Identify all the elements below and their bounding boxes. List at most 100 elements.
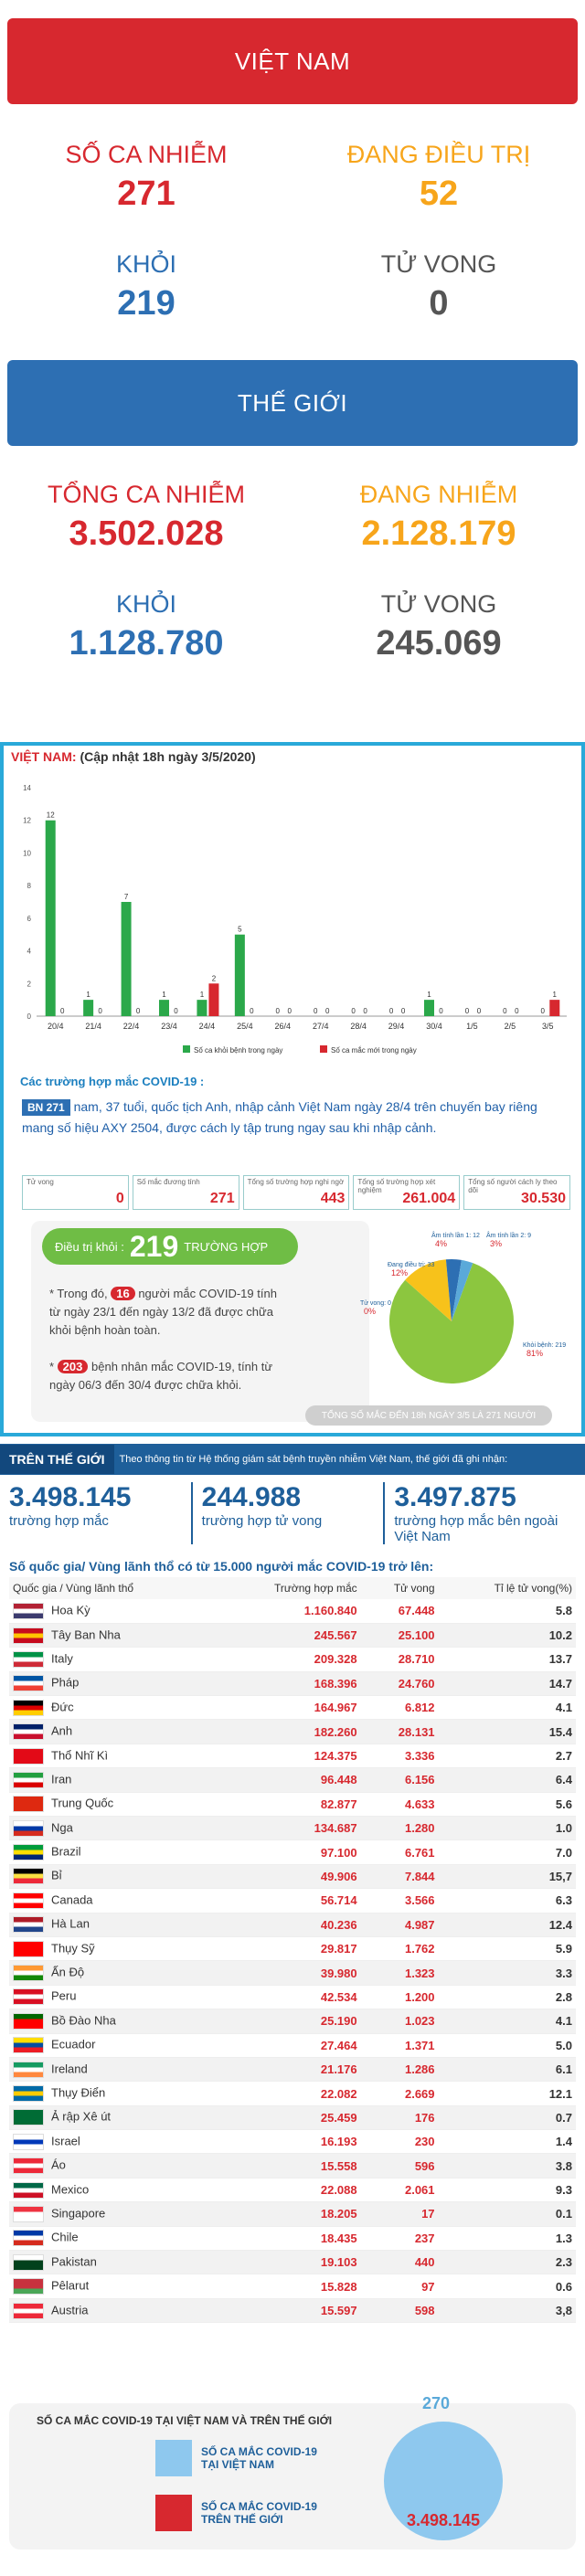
mini-stat-label: Số mắc đương tính bbox=[136, 1178, 200, 1186]
vn-deaths-value: 0 bbox=[429, 284, 449, 323]
world-legend-label: SỐ CA MẮC COVID-19 TRÊN THẾ GIỚI bbox=[201, 2500, 317, 2526]
flag-icon bbox=[13, 2037, 44, 2054]
rate-cell: 1.3 bbox=[438, 2226, 576, 2252]
flag-icon bbox=[13, 2133, 44, 2150]
rate-cell: 3,8 bbox=[438, 2298, 576, 2324]
vietnam-banner: VIỆT NAM bbox=[7, 18, 578, 104]
world-compare-value: 3.498.145 bbox=[406, 2511, 481, 2529]
rate-cell: 6.4 bbox=[438, 1767, 576, 1793]
flag-icon bbox=[13, 2061, 44, 2078]
rate-cell: 4.1 bbox=[438, 1695, 576, 1721]
country-cell: Anh bbox=[9, 1719, 216, 1744]
deaths-cell: 3.336 bbox=[360, 1744, 439, 1769]
bar-value-label: 0 bbox=[276, 1007, 281, 1015]
table-row: Trung Quốc 82.877 4.633 5.6 bbox=[9, 1792, 576, 1818]
table-row: Mexico 22.088 2.061 9.3 bbox=[9, 2178, 576, 2203]
deaths-cell: 97 bbox=[360, 2274, 439, 2299]
flag-icon bbox=[13, 1723, 44, 1741]
vn-treating-label: ĐANG ĐIỀU TRỊ bbox=[346, 141, 531, 168]
cases-cell: 49.906 bbox=[215, 1864, 361, 1890]
table-title: Số quốc gia/ Vùng lãnh thổ có từ 15.000 … bbox=[9, 1559, 434, 1574]
vn-legend-label: SỐ CA MẮC COVID-19 TẠI VIỆT NAM bbox=[201, 2445, 317, 2471]
cases-cell: 82.877 bbox=[215, 1792, 361, 1818]
big-number-caption: trường hợp mắc bên ngoài Việt Nam bbox=[394, 1513, 558, 1544]
flag-icon bbox=[13, 1602, 44, 1619]
recovery-pill-value: 219 bbox=[129, 1229, 179, 1263]
flag-icon bbox=[13, 1627, 44, 1644]
bar-value-label: 12 bbox=[47, 811, 55, 820]
rate-cell: 3.8 bbox=[438, 2153, 576, 2178]
country-cell: Pakistan bbox=[9, 2250, 216, 2275]
rate-cell: 5.6 bbox=[438, 1792, 576, 1818]
legend-label-recovered: Số ca khỏi bệnh trong ngày bbox=[194, 1046, 282, 1055]
flag-icon bbox=[13, 1988, 44, 2006]
mini-stat: Tổng số trường hợp xét nghiệm 261.004 bbox=[353, 1175, 461, 1210]
bar-value-label: 0 bbox=[541, 1007, 546, 1015]
vn-recovered-stat: KHỎI 219 bbox=[0, 250, 292, 323]
cases-cell: 16.193 bbox=[215, 2129, 361, 2155]
rate-cell: 5.8 bbox=[438, 1599, 576, 1624]
cases-cell: 25.190 bbox=[215, 2009, 361, 2034]
country-cell: Nga bbox=[9, 1816, 216, 1841]
bn-tag: BN 271 bbox=[22, 1099, 70, 1116]
pie-pct: 3% bbox=[490, 1239, 502, 1248]
x-tick-label: 28/4 bbox=[350, 1022, 367, 1031]
recovered-bar bbox=[121, 902, 132, 1016]
country-cell: Brazil bbox=[9, 1839, 216, 1865]
rate-cell: 6.3 bbox=[438, 1888, 576, 1913]
country-cell: Tây Ban Nha bbox=[9, 1623, 216, 1648]
mini-stat: Tử vong 0 bbox=[22, 1175, 129, 1210]
bar-value-label: 0 bbox=[60, 1007, 65, 1015]
table-row: Ả rập Xê út 25.459 176 0.7 bbox=[9, 2105, 576, 2131]
country-name: Canada bbox=[51, 1892, 93, 1907]
daily-bar-chart: 0246810121412020/41021/47022/41023/41224… bbox=[23, 784, 567, 1055]
table-row: Ấn Độ 39.980 1.323 3.3 bbox=[9, 1960, 576, 1986]
table-row: Nga 134.687 1.280 1.0 bbox=[9, 1816, 576, 1841]
recovered-bar bbox=[83, 1000, 94, 1016]
pie-pct: 0% bbox=[364, 1307, 376, 1316]
rate-cell: 12.1 bbox=[438, 2081, 576, 2106]
country-cell: Thụy Điển bbox=[9, 2081, 216, 2106]
country-name: Pháp bbox=[51, 1675, 80, 1690]
vn-infected-label: SỐ CA NHIỄM bbox=[65, 141, 228, 168]
country-cell: Hoa Kỳ bbox=[9, 1599, 216, 1624]
bar-value-label: 0 bbox=[250, 1007, 254, 1015]
bar-value-label: 5 bbox=[238, 926, 242, 934]
header-cases: Trường hợp mắc bbox=[215, 1577, 361, 1599]
table-header-row: Quốc gia / Vùng lãnh thổ Trường hợp mắc … bbox=[9, 1577, 576, 1599]
comparison-title: SỐ CA MẮC COVID-19 TẠI VIỆT NAM VÀ TRÊN … bbox=[37, 2414, 333, 2427]
big-number-value: 3.497.875 bbox=[394, 1482, 516, 1512]
mini-stat-label: Tổng số người cách ly theo dõi bbox=[468, 1178, 558, 1194]
deaths-cell: 1.323 bbox=[360, 1960, 439, 1986]
table-row: Thụy Sỹ 29.817 1.762 5.9 bbox=[9, 1936, 576, 1962]
y-tick-label: 10 bbox=[23, 849, 31, 857]
total-strip: TỔNG SỐ MẮC ĐẾN 18h NGÀY 3/5 LÀ 271 NGƯỜ… bbox=[305, 1405, 552, 1426]
cases-cell: 182.260 bbox=[215, 1719, 361, 1744]
deaths-cell: 176 bbox=[360, 2105, 439, 2131]
x-tick-label: 24/4 bbox=[199, 1022, 216, 1031]
bar-value-label: 0 bbox=[477, 1007, 482, 1015]
mini-stat-value: 30.530 bbox=[521, 1191, 566, 1206]
bar-value-label: 0 bbox=[465, 1007, 470, 1015]
cases-cell: 18.435 bbox=[215, 2226, 361, 2252]
rate-cell: 5.9 bbox=[438, 1936, 576, 1962]
world-infected-label: TỔNG CA NHIỄM bbox=[47, 481, 245, 508]
deaths-cell: 6.156 bbox=[360, 1767, 439, 1793]
recovered-bar bbox=[159, 1000, 169, 1016]
country-cell: Italy bbox=[9, 1647, 216, 1672]
deaths-cell: 6.812 bbox=[360, 1695, 439, 1721]
pie-label: Âm tính lần 1: 12 bbox=[431, 1231, 480, 1239]
rate-cell: 6.1 bbox=[438, 2057, 576, 2083]
rate-cell: 2.8 bbox=[438, 1985, 576, 2010]
recovery-text-1: * Trong đó, 16 người mắc COVID-19 tính t… bbox=[49, 1285, 287, 1340]
vn-infographic: VIỆT NAM: (Cập nhật 18h ngày 3/5/2020) 0… bbox=[0, 742, 585, 1436]
table-row: Thụy Điển 22.082 2.669 12.1 bbox=[9, 2081, 576, 2106]
bar-value-label: 0 bbox=[98, 1007, 102, 1015]
mini-stat-value: 0 bbox=[115, 1191, 124, 1206]
deaths-cell: 24.760 bbox=[360, 1671, 439, 1697]
pie-pct: 81% bbox=[526, 1349, 543, 1358]
country-cell: Ireland bbox=[9, 2057, 216, 2083]
rate-cell: 7.0 bbox=[438, 1839, 576, 1865]
deaths-cell: 25.100 bbox=[360, 1623, 439, 1648]
deaths-cell: 598 bbox=[360, 2298, 439, 2324]
